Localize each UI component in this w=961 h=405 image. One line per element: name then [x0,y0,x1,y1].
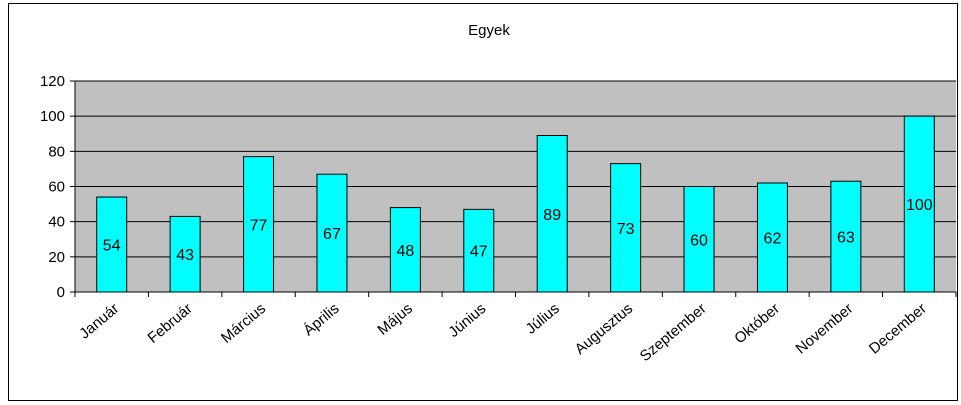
x-tick-label: Augusztus [572,300,637,358]
y-tick-label: 60 [48,179,65,196]
bar-value-labels: 54 43 77 67 48 47 89 73 60 62 63 100 [103,197,933,264]
bar [903,115,935,293]
bars [96,115,935,293]
x-axis-ticks: Január Február Március Április Május Június Jú… [74,292,957,365]
x-tick-label: Június [445,300,489,341]
y-tick-label: 40 [48,214,65,231]
bar-value-label: 77 [250,217,268,234]
gridlines [75,80,956,258]
x-tick-label: December [866,300,930,358]
bar-value-label: 48 [396,243,414,260]
bar [830,180,862,293]
x-tick-label: Szeptember [637,300,710,365]
bar-value-label: 100 [906,197,933,214]
bar [536,135,568,293]
bar-value-label: 63 [837,230,855,247]
bar-value-label: 43 [176,247,194,264]
x-tick-label: Május [374,300,416,339]
x-tick-label: Július [522,300,562,338]
bar-value-label: 54 [103,238,121,255]
x-tick-label: Április [300,300,342,339]
bar-value-label: 62 [764,230,782,247]
y-axis-ticks: 0 20 40 60 80 100 120 [40,73,75,301]
bar-value-label: 47 [470,244,488,261]
y-tick-label: 20 [48,249,65,266]
x-tick-label: Március [218,300,269,347]
bar-value-label: 73 [617,221,635,238]
chart-title: Egyek [468,22,510,39]
x-tick-label: Január [76,300,122,343]
bar [610,163,642,293]
x-tick-label: Október [731,300,783,347]
bar [463,208,495,293]
bar-value-label: 89 [543,207,561,224]
y-tick-label: 0 [57,284,65,301]
x-tick-label: Február [145,300,196,347]
y-tick-label: 80 [48,143,65,160]
bar [389,207,421,293]
y-tick-label: 120 [40,73,65,90]
y-tick-label: 100 [40,108,65,125]
x-tick-label: November [793,300,857,358]
bar-value-label: 67 [323,226,341,243]
bar [756,182,788,293]
bar-value-label: 60 [690,232,708,249]
